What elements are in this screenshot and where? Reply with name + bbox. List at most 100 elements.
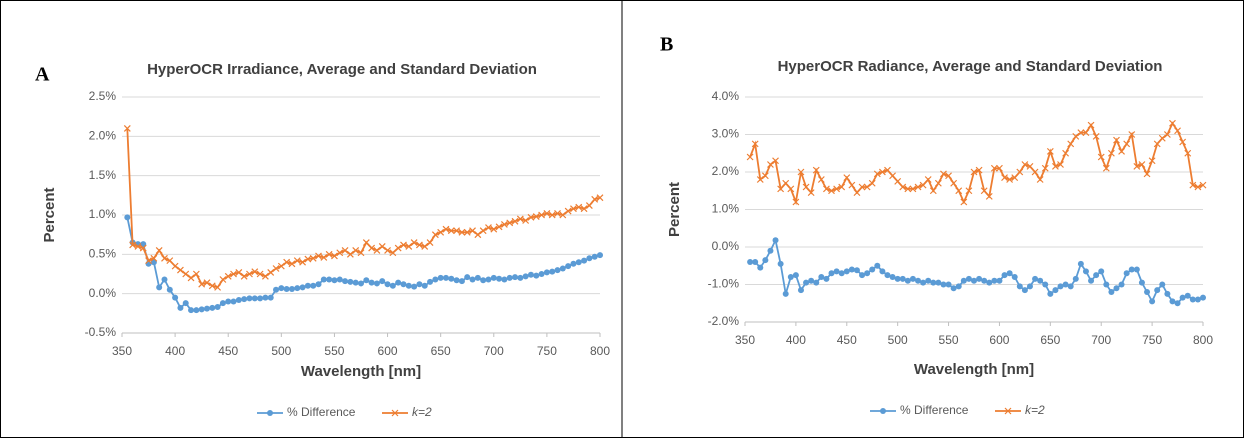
marker <box>1036 176 1044 183</box>
marker <box>1006 176 1014 183</box>
marker <box>1113 285 1120 292</box>
marker <box>1026 162 1034 170</box>
marker <box>1107 149 1115 157</box>
marker <box>580 205 588 213</box>
marker <box>874 262 881 269</box>
x-tick-label: 400 <box>786 333 806 347</box>
marker <box>384 281 391 288</box>
marker <box>437 228 445 236</box>
marker <box>496 275 503 282</box>
marker <box>828 187 835 195</box>
marker <box>272 265 280 272</box>
marker <box>463 228 471 236</box>
marker <box>1082 129 1090 137</box>
marker <box>224 272 232 280</box>
marker <box>879 268 886 275</box>
marker <box>415 241 423 249</box>
marker <box>1093 272 1100 279</box>
marker <box>554 267 561 274</box>
x-tick-label: 400 <box>165 344 185 358</box>
marker <box>1098 268 1105 275</box>
marker <box>822 185 830 193</box>
marker <box>389 282 396 289</box>
marker <box>1072 132 1080 140</box>
marker <box>166 257 174 265</box>
y-tick-label: 0.0% <box>712 239 740 253</box>
marker <box>597 252 603 259</box>
marker <box>1088 277 1095 284</box>
marker <box>761 172 769 180</box>
marker <box>325 250 333 258</box>
marker <box>1199 181 1207 189</box>
marker <box>1011 174 1019 182</box>
marker <box>1046 147 1054 155</box>
series-line <box>749 121 1204 206</box>
y-tick-label: 1.0% <box>712 202 740 216</box>
y-tick-label: 3.0% <box>712 127 740 141</box>
marker <box>378 243 386 250</box>
marker <box>559 265 566 272</box>
marker <box>273 286 280 293</box>
marker <box>527 271 534 278</box>
marker <box>368 279 375 286</box>
marker <box>919 181 927 189</box>
marker <box>752 259 759 265</box>
marker <box>362 239 370 246</box>
marker <box>315 252 322 260</box>
marker <box>894 177 902 185</box>
marker <box>1128 266 1135 273</box>
marker <box>596 194 604 202</box>
series-line <box>126 217 601 312</box>
y-tick-label: -0.5% <box>85 325 117 339</box>
marker <box>411 283 418 290</box>
marker <box>453 227 461 235</box>
marker <box>817 176 825 183</box>
marker <box>549 268 556 275</box>
y-tick-label: 4.0% <box>712 89 740 103</box>
x-tick-label: 600 <box>989 333 1009 347</box>
x-tick-label: 350 <box>735 333 755 347</box>
marker <box>1041 164 1049 172</box>
marker <box>591 253 598 260</box>
marker <box>1001 272 1008 279</box>
marker <box>209 304 216 311</box>
marker <box>543 269 550 276</box>
marker <box>172 294 179 301</box>
marker <box>802 183 810 191</box>
marker <box>808 277 815 284</box>
marker <box>320 254 328 261</box>
x-tick-label: 800 <box>590 344 610 358</box>
marker <box>341 246 349 254</box>
marker <box>426 239 434 246</box>
marker <box>777 260 784 267</box>
marker <box>756 176 764 183</box>
marker <box>1042 281 1049 288</box>
marker <box>500 221 508 228</box>
marker <box>203 279 211 287</box>
marker <box>288 285 295 292</box>
marker <box>1138 161 1146 168</box>
y-tick-label: 2.0% <box>89 129 117 143</box>
marker <box>965 187 973 195</box>
marker <box>480 277 487 284</box>
marker <box>405 243 413 250</box>
marker <box>570 260 577 267</box>
marker <box>934 179 942 187</box>
marker <box>225 298 232 305</box>
marker <box>884 166 891 174</box>
marker <box>246 270 253 278</box>
marker <box>591 195 599 203</box>
marker <box>177 304 184 311</box>
marker <box>1164 290 1171 297</box>
marker <box>464 274 471 281</box>
marker <box>304 282 311 289</box>
marker <box>490 274 497 281</box>
x-tick-label: 700 <box>484 344 504 358</box>
marker <box>767 161 774 168</box>
marker <box>859 272 866 279</box>
marker <box>914 183 922 191</box>
marker <box>538 271 545 277</box>
marker <box>858 183 866 191</box>
marker <box>394 244 402 252</box>
